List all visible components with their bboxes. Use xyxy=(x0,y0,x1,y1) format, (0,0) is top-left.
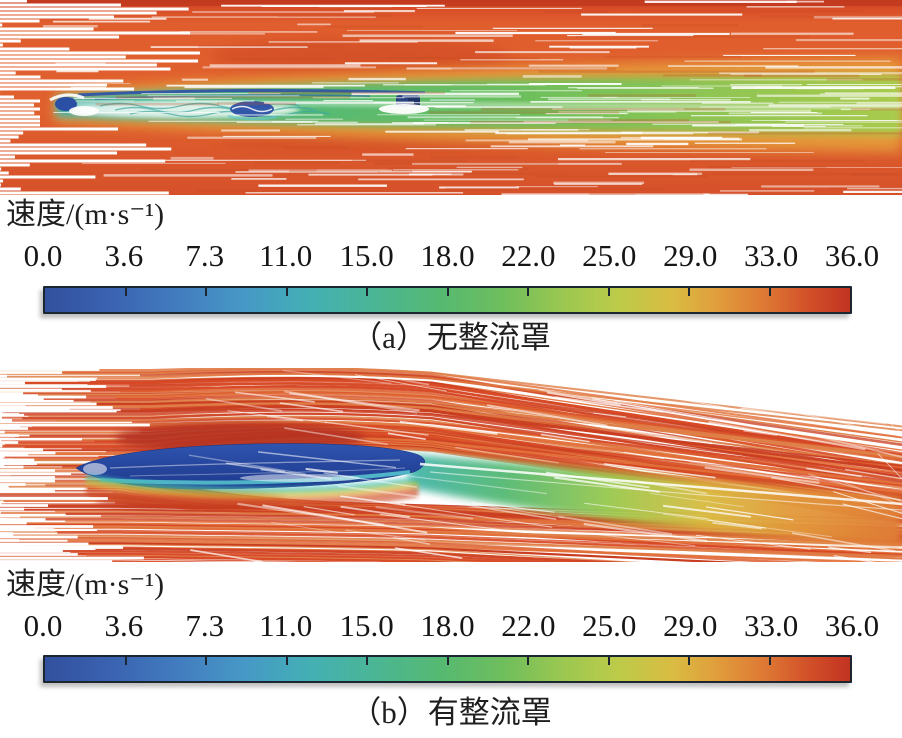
colorbar-tick-label: 33.0 xyxy=(743,238,799,273)
colorbar-tickmark xyxy=(768,657,771,665)
colorbar-tick-label: 15.0 xyxy=(339,608,394,643)
colorbar-tickmark xyxy=(285,657,288,665)
colorbar-tick-label: 0.0 xyxy=(23,238,63,273)
caption-b: （b）有整流罩 xyxy=(350,695,552,730)
colorbar-tick-label: 36.0 xyxy=(824,238,880,273)
colorbar-tick-label: 18.0 xyxy=(420,608,475,643)
colorbar-tick-label: 29.0 xyxy=(663,238,718,273)
instrument-body xyxy=(55,97,77,111)
colorbar-tick-label: 22.0 xyxy=(501,608,556,643)
velocity-colorbar-a xyxy=(43,286,852,314)
colorbar-label-b: 速度/(m·s⁻¹) xyxy=(6,568,165,601)
colorbar-tick-label: 25.0 xyxy=(582,608,637,643)
colorbar-tick-label: 36.0 xyxy=(824,608,880,643)
colorbar-tickmark xyxy=(527,288,529,296)
velocity-colorbar-b xyxy=(43,655,852,683)
streamline-plot-with-fairing xyxy=(0,368,902,562)
colorbar-tick-label: 18.0 xyxy=(420,238,475,273)
colorbar-tickmark xyxy=(205,288,207,296)
colorbar-tickmark xyxy=(366,288,368,296)
colorbar-tickmark xyxy=(446,288,449,296)
colorbar-tick-label: 25.0 xyxy=(582,238,637,273)
colorbar-tickmark xyxy=(124,657,127,665)
caption-a: （a）无整流罩 xyxy=(351,320,551,355)
colorbar-tickmark xyxy=(366,657,368,665)
colorbar-tick-label: 22.0 xyxy=(501,238,556,273)
colorbar-tickmark xyxy=(446,657,449,665)
colorbar-tickmark xyxy=(285,288,288,296)
colorbar-tick-label: 11.0 xyxy=(259,238,313,273)
colorbar-tickmark xyxy=(527,657,529,665)
colorbar-tickmark xyxy=(607,657,610,665)
colorbar-tickmark xyxy=(205,657,207,665)
colorbar-tickmark xyxy=(688,288,690,296)
colorbar-tick-label: 11.0 xyxy=(259,608,313,643)
wake-band xyxy=(405,454,902,546)
colorbar-tickmark xyxy=(607,288,610,296)
colorbar-tick-label: 7.3 xyxy=(185,608,225,643)
colorbar-tick-label: 3.6 xyxy=(104,608,144,643)
colorbar-tick-label: 15.0 xyxy=(339,238,394,273)
colorbar-tick-label: 0.0 xyxy=(23,608,63,643)
colorbar-tick-label: 3.6 xyxy=(104,238,144,273)
colorbar-label-a: 速度/(m·s⁻¹) xyxy=(6,198,165,231)
colorbar-tickmark xyxy=(124,288,127,296)
colorbar-tick-label: 29.0 xyxy=(663,608,718,643)
colorbar-tickmark xyxy=(768,288,771,296)
colorbar-ticklabels-a: 0.0 3.6 7.3 11.0 15.0 18.0 22.0 25.0 29.0 33.0 36.… xyxy=(0,237,902,275)
colorbar-tick-label: 7.3 xyxy=(185,238,225,273)
streamline-plot-no-fairing xyxy=(0,0,902,195)
colorbar-tickmark xyxy=(688,657,690,665)
colorbar-ticklabels-b: 0.0 3.6 7.3 11.0 15.0 18.0 22.0 25.0 29.0 33.0 36.… xyxy=(0,607,902,645)
colorbar-tick-label: 33.0 xyxy=(743,608,799,643)
